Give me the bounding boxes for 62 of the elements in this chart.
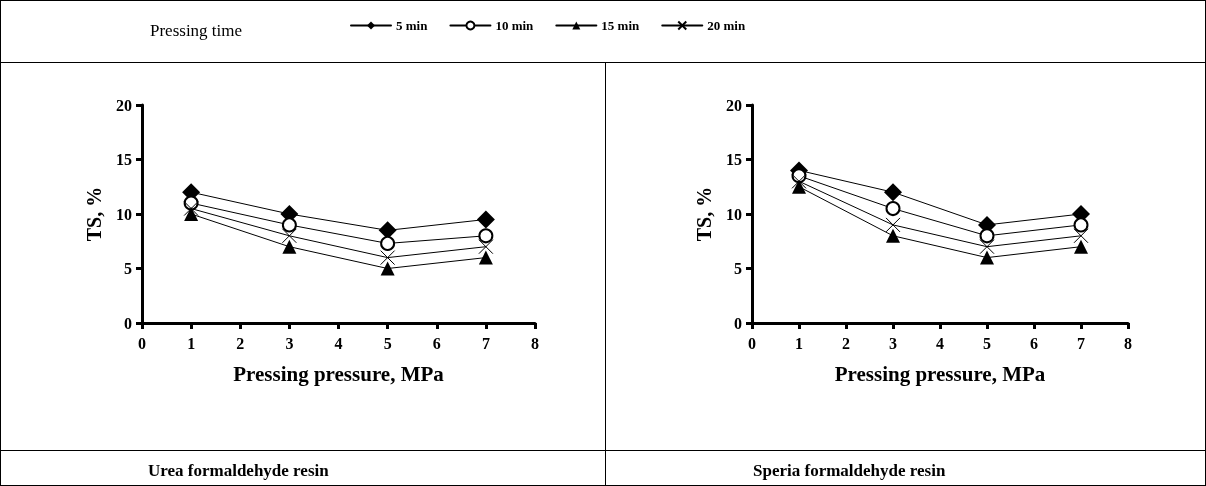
point [380, 235, 396, 251]
point [281, 228, 297, 244]
legend-label: 10 min [495, 18, 535, 33]
point [1073, 228, 1089, 244]
x-tick-label: 4 [334, 334, 343, 352]
y-tick-label: 0 [734, 314, 742, 332]
text: Speria formaldehyde resin [753, 461, 946, 480]
point [885, 217, 901, 233]
point [1074, 239, 1088, 254]
x-tick-label: 5 [983, 334, 991, 352]
x-axis-title: Pressing pressure, MPa [834, 361, 1046, 386]
y-axis-title: TS, % [693, 186, 715, 242]
x-tick-label: 6 [1030, 334, 1038, 352]
point [281, 217, 297, 233]
x-tick-label: 8 [531, 334, 539, 352]
point [183, 201, 199, 217]
x-tick-label: 7 [1077, 334, 1085, 352]
y-tick-label: 10 [116, 205, 132, 223]
x-tick-label: 2 [842, 334, 850, 352]
point [979, 239, 995, 255]
y-tick-label: 20 [116, 96, 132, 114]
y-tick-label: 15 [116, 151, 132, 168]
x-tick-label: 4 [936, 334, 944, 352]
point [476, 210, 495, 229]
x-tick-label: 0 [138, 334, 146, 352]
x-tick-label: 3 [889, 334, 897, 352]
point [184, 207, 199, 221]
legend-label: 5 min [396, 18, 429, 33]
point [478, 228, 494, 244]
point [979, 228, 995, 244]
x-tick-label: 0 [748, 334, 756, 352]
point [1073, 217, 1089, 233]
y-tick-label: 5 [124, 260, 132, 277]
point [886, 228, 900, 243]
x-tick-label: 8 [1124, 334, 1132, 352]
legend-label: 15 min [601, 18, 641, 33]
y-tick-label: 5 [734, 260, 742, 277]
legend-title: Pressing time [150, 21, 243, 40]
point [980, 250, 994, 265]
text: Urea formaldehyde resin [148, 461, 330, 480]
y-tick-label: 20 [726, 96, 742, 114]
y-tick-label: 15 [726, 151, 742, 168]
x-tick-label: 1 [187, 334, 196, 352]
x-tick-label: 5 [383, 334, 392, 352]
point [380, 250, 396, 266]
point [885, 201, 901, 217]
x-tick-label: 2 [236, 334, 245, 352]
x-tick-label: 7 [481, 334, 490, 352]
y-tick-label: 0 [124, 314, 132, 332]
x-tick-label: 6 [432, 334, 441, 352]
x-tick-label: 1 [795, 334, 803, 352]
x-tick-label: 3 [285, 334, 294, 352]
point [478, 250, 493, 265]
point [478, 239, 494, 255]
y-tick-label: 10 [726, 205, 742, 223]
point [380, 261, 395, 276]
point [884, 183, 902, 202]
y-axis-title: TS, % [83, 186, 105, 242]
x-axis-title: Pressing pressure, MPa [233, 361, 445, 386]
legend-label: 20 min [707, 18, 746, 33]
point [282, 239, 297, 254]
point [791, 173, 807, 189]
